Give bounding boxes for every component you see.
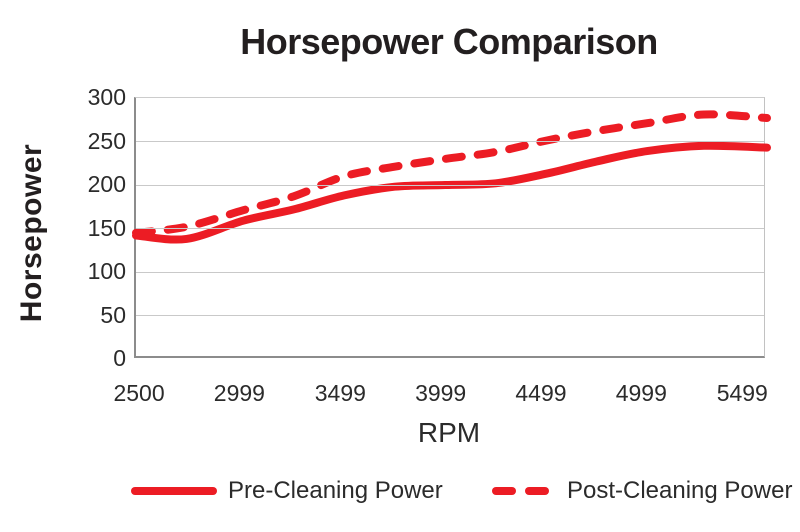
x-axis-title: RPM (417, 417, 481, 448)
post-cleaning-power-line (132, 110, 771, 237)
gridline-100 (136, 271, 764, 273)
x-tick-label: 5499 (716, 380, 768, 406)
y-tick-label: 0 (113, 345, 126, 371)
x-tick-label: 3499 (314, 380, 366, 406)
chart-title: Horsepower Comparison (240, 21, 658, 62)
legend: Pre-Cleaning Power Post-Cleaning Power (0, 474, 800, 508)
y-tick-label: 50 (100, 301, 126, 328)
x-tick-label: 2999 (213, 380, 265, 406)
legend-label: Pre-Cleaning Power (228, 477, 443, 504)
gridline-150 (136, 228, 764, 229)
gridline-200 (136, 184, 764, 186)
solid-line-swatch (131, 487, 217, 495)
x-tick-label: 3999 (415, 380, 467, 406)
y-tick-label: 100 (87, 258, 126, 284)
legend-label: Post-Cleaning Power (567, 477, 793, 504)
y-tick-label: 150 (87, 214, 126, 241)
dashed-line-swatch-2 (525, 487, 549, 495)
plot-area (132, 97, 771, 358)
gridline-250 (136, 141, 764, 142)
x-tick-label: 4499 (515, 380, 567, 406)
x-tick-label: 4999 (615, 380, 667, 406)
y-tick-label: 250 (87, 127, 126, 154)
gridline-50 (136, 315, 764, 316)
y-tick-label: 200 (87, 171, 126, 197)
dashed-line-swatch-1 (492, 487, 516, 495)
y-tick-label: 300 (87, 84, 126, 110)
y-axis-title: Horsepower (15, 143, 48, 323)
x-tick-label: 2500 (113, 380, 165, 406)
